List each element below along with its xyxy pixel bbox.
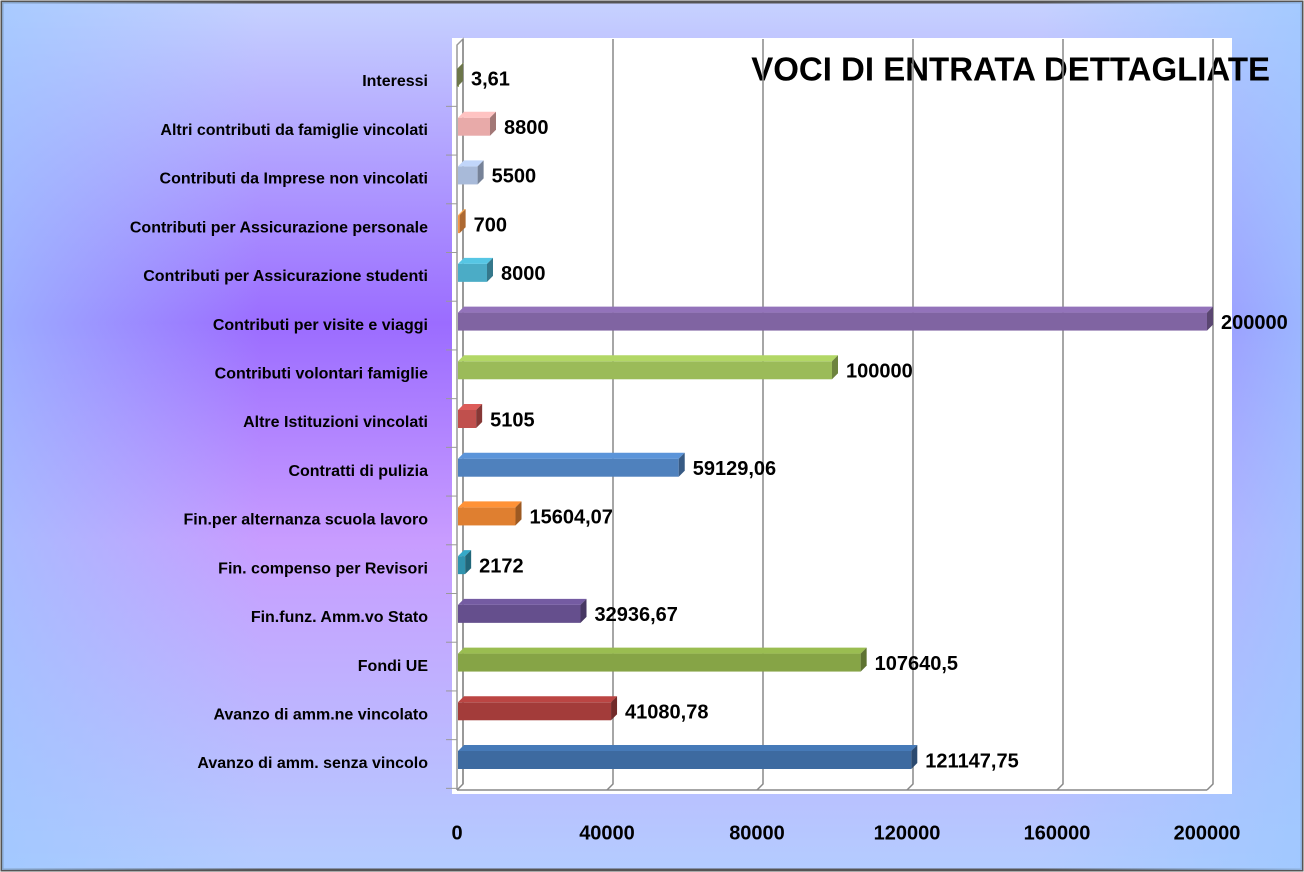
grid-line (906, 39, 914, 791)
grid-line (456, 39, 464, 791)
y-tick-label: Altri contributi da famiglie vincolati (160, 122, 428, 139)
y-tick-label: Fin.funz. Amm.vo Stato (251, 609, 428, 626)
value-label: 59129,06 (693, 458, 776, 480)
bar (458, 111, 496, 136)
value-label: 5500 (492, 166, 537, 188)
value-label: 8000 (501, 263, 546, 285)
value-label: 200000 (1221, 312, 1288, 334)
bar (458, 745, 918, 769)
bar (458, 306, 1213, 331)
grid-line (756, 39, 764, 791)
plot-area (452, 38, 1232, 794)
bar (458, 647, 867, 672)
y-tick-label: Contributi per Assicurazione studenti (143, 268, 428, 285)
bar (458, 598, 587, 623)
value-label: 121147,75 (925, 750, 1018, 772)
y-tick-label: Contratti di pulizia (288, 463, 428, 480)
value-label: 41080,78 (625, 702, 708, 724)
y-tick-label: Contributi volontari famiglie (215, 366, 428, 383)
y-tick-label: Contributi per visite e viaggi (213, 317, 428, 334)
grid-line (1056, 39, 1064, 791)
x-tick-label: 80000 (729, 822, 785, 844)
grid-line (1206, 39, 1214, 791)
y-tick-label: Avanzo di amm.ne vincolato (213, 707, 428, 724)
value-label: 32936,67 (595, 604, 678, 626)
bar (458, 550, 472, 575)
y-tick-label: Altre Istituzioni vincolati (243, 414, 428, 431)
chart-title: VOCI DI ENTRATA DETTAGLIATE (751, 51, 1270, 88)
x-tick-label: 120000 (874, 822, 941, 844)
value-label: 700 (474, 214, 507, 236)
bar (458, 696, 618, 721)
bar (458, 355, 838, 380)
value-label: 3,61 (471, 68, 510, 90)
y-tick-label: Fondi UE (358, 658, 429, 675)
x-tick-label: 160000 (1024, 822, 1091, 844)
bar (458, 452, 685, 477)
value-label: 107640,5 (875, 653, 958, 675)
x-tick-label: 200000 (1174, 822, 1241, 844)
value-label: 100000 (846, 361, 913, 383)
bar (457, 63, 464, 87)
y-tick-label: Avanzo di amm. senza vincolo (197, 755, 428, 772)
bar (458, 257, 493, 282)
y-tick-label: Fin.per alternanza scuola lavoro (183, 512, 428, 529)
grid-line (606, 39, 614, 791)
value-label: 2172 (479, 555, 524, 577)
bar (458, 209, 466, 234)
value-label: 15604,07 (530, 507, 613, 529)
x-tick-label: 0 (451, 822, 462, 844)
value-label: 8800 (504, 117, 549, 139)
x-tick-label: 40000 (579, 822, 635, 844)
bar (458, 404, 483, 428)
value-label: 5105 (490, 409, 535, 431)
y-tick-label: Interessi (362, 73, 428, 90)
bar (458, 160, 484, 185)
bar (458, 501, 522, 526)
y-tick-label: Contributi da Imprese non vincolati (160, 171, 428, 188)
y-tick-label: Contributi per Assicurazione personale (130, 219, 428, 236)
y-tick-label: Fin. compenso per Revisori (218, 560, 428, 577)
